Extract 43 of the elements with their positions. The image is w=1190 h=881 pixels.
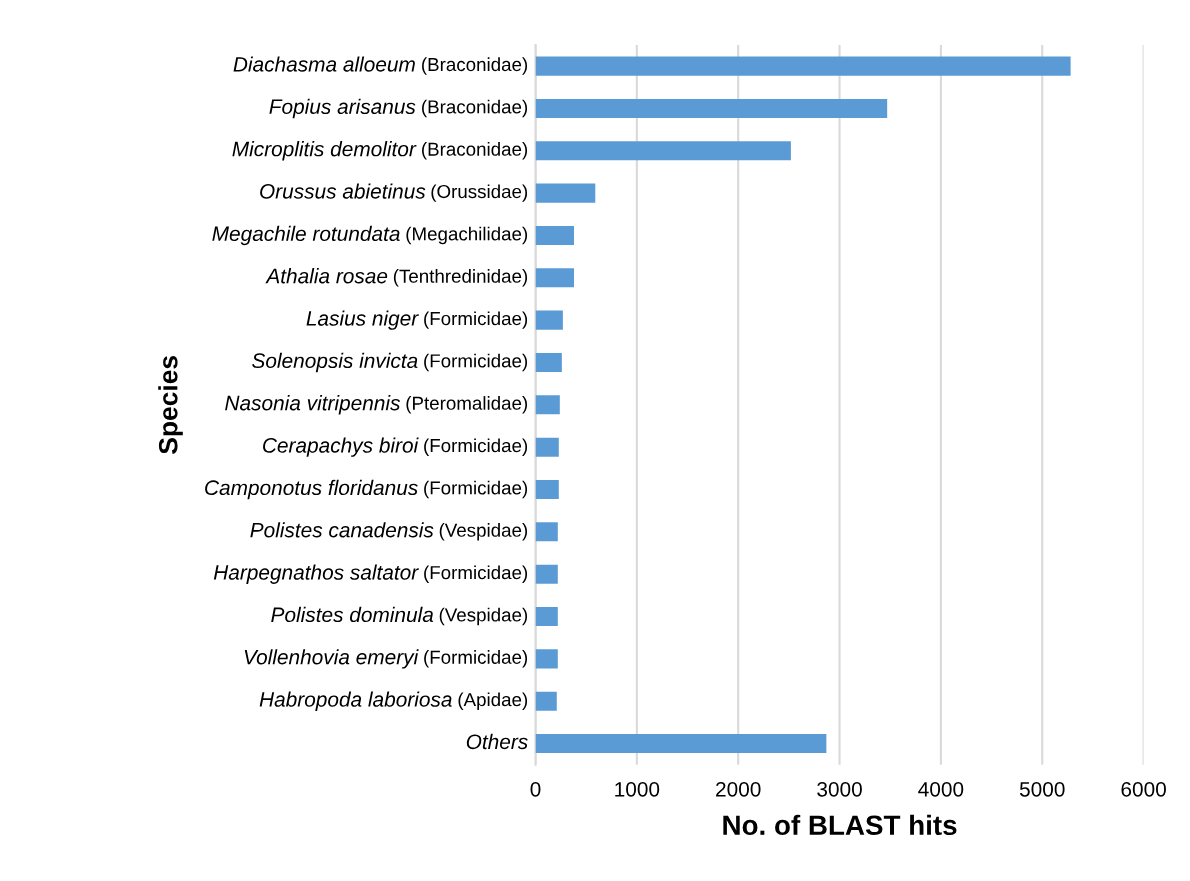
y-tick-label: Microplitis demolitor (Braconidae) [232,141,528,161]
bar [535,352,562,373]
x-tick-label: 1000 [615,781,660,797]
x-tick-label: 0 [530,781,541,797]
y-tick-label: Nasonia vitripennis (Pteromalidae) [225,395,528,415]
y-tick-label: Athalia rosae (Tenthredinidae) [265,268,528,287]
x-tick-label: 5000 [1019,781,1065,797]
bar [535,437,559,457]
y-tick-label: Others [466,733,528,750]
bar [535,522,558,542]
bar [535,268,575,288]
y-tick-label: Diachasma alloeum (Braconidae) [233,56,528,75]
bar [535,479,559,500]
y-tick-label: Camponotus floridanus (Formicidae) [205,479,528,500]
y-tick-label: Vollenhovia emeryi (Formicidae) [244,649,528,669]
bar [535,310,563,330]
bar [535,141,791,161]
bar [535,564,558,584]
y-tick-label: Megachile rotundata (Megachilidae) [212,225,528,246]
bar [535,606,558,627]
bar [535,691,557,711]
y-tick-label: Solenopsis invicta (Formicidae) [252,352,528,373]
y-tick-label: Lasius niger (Formicidae) [306,310,528,330]
y-tick-label: Polistes dominula (Vespidae) [271,606,528,626]
bar [535,734,827,754]
x-axis-title: No. of BLAST hits [723,814,957,836]
y-tick-label: Orussus abietinus (Orussidae) [260,183,528,202]
bar [535,225,575,245]
bar [535,395,560,415]
x-tick-label: 6000 [1121,781,1166,797]
bar [535,98,888,118]
x-tick-label: 3000 [817,781,862,797]
y-tick-label: Fopius arisanus (Braconidae) [269,98,528,119]
bar [535,56,1071,76]
y-tick-label: Habropoda laboriosa (Apidae) [259,691,528,711]
y-tick-label: Polistes canadensis (Vespidae) [250,522,528,541]
y-tick-label: Cerapachys biroi (Formicidae) [263,437,528,457]
bar [535,649,558,669]
y-tick-label: Harpegnathos saltator (Formicidae) [213,564,528,584]
x-tick-label: 4000 [918,781,964,797]
x-tick-label: 2000 [716,781,761,797]
y-axis-title: Species [158,356,183,454]
bar [535,183,596,203]
